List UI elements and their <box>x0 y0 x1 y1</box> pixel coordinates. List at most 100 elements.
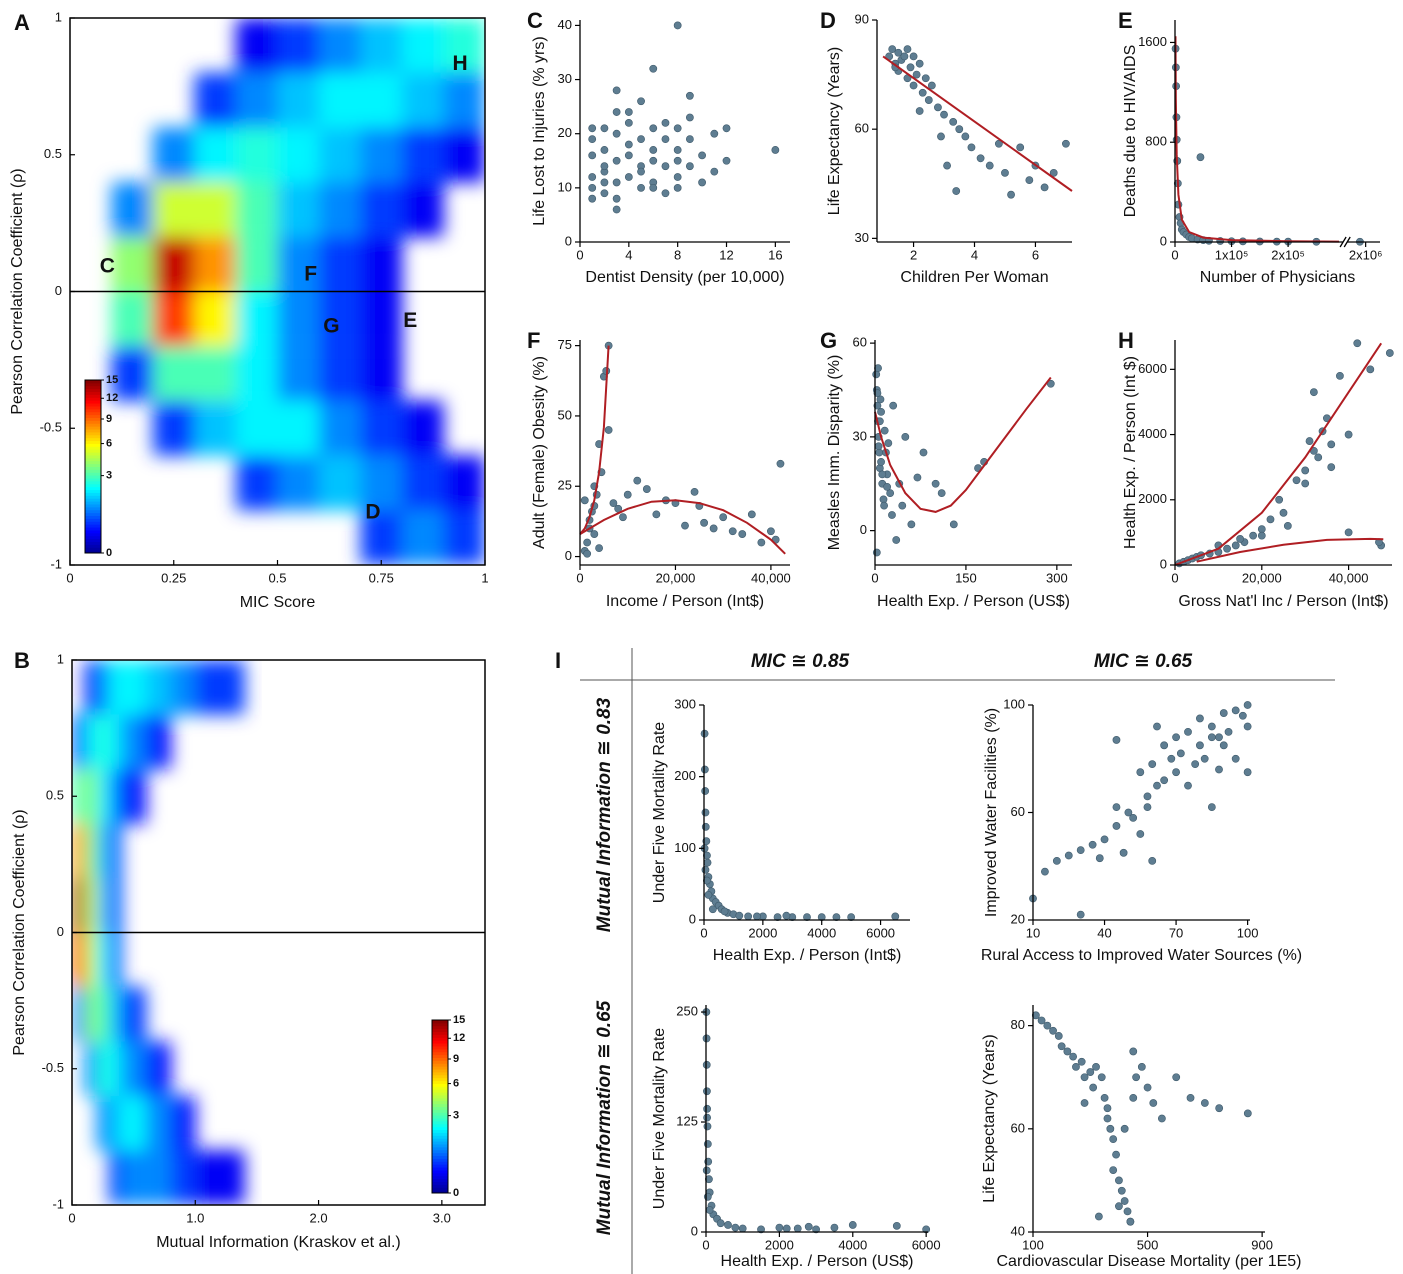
colorbar-segment <box>432 1040 448 1044</box>
x-tick-label: 0 <box>576 570 583 585</box>
density-cell <box>121 660 146 715</box>
density-cell <box>112 127 154 182</box>
point <box>880 501 888 510</box>
density-cell <box>443 72 485 128</box>
x-axis-title: Cardiovascular Disease Mortality (per 1E… <box>997 1253 1302 1270</box>
colorbar-tick-label: 15 <box>453 1014 465 1026</box>
density-cell <box>170 660 196 715</box>
point <box>624 108 633 116</box>
density-cell <box>145 714 171 769</box>
density-cell <box>195 1042 244 1097</box>
y-tick-label: 0 <box>57 924 64 939</box>
density-cell <box>194 182 236 237</box>
x-tick-label: 0 <box>700 925 707 940</box>
density-cell <box>360 236 402 292</box>
colorbar-segment <box>85 524 101 528</box>
y-tick-label: 0 <box>691 1223 698 1238</box>
point <box>1054 1032 1063 1040</box>
point <box>878 470 887 479</box>
colorbar-segment <box>432 1161 448 1165</box>
colorbar-segment <box>432 1080 448 1084</box>
panel-label: F <box>527 328 540 353</box>
x-axis-title: Number of Physicians <box>1200 269 1356 286</box>
point <box>1196 741 1204 750</box>
point <box>698 151 706 160</box>
point <box>1143 803 1152 812</box>
x-tick-label: 2x10⁶ <box>1349 247 1383 262</box>
point <box>1112 822 1121 830</box>
y-tick-label: 75 <box>558 337 572 352</box>
point <box>701 865 710 874</box>
colorbar-segment <box>85 417 101 421</box>
colorbar-segment <box>432 1097 448 1102</box>
point <box>915 107 924 115</box>
fit-line <box>874 376 1052 513</box>
colorbar-segment <box>432 1103 448 1107</box>
point <box>588 124 597 133</box>
colorbar-tick-label: 3 <box>453 1110 459 1122</box>
density-cell <box>194 72 236 128</box>
colorbar-segment <box>85 423 101 427</box>
point <box>744 912 753 921</box>
colorbar-segment <box>432 1045 448 1050</box>
point <box>1097 1073 1106 1082</box>
colorbar-segment <box>85 446 101 450</box>
point <box>1249 531 1258 540</box>
x-tick-label: 1.0 <box>186 1210 204 1225</box>
density-cell <box>111 182 153 237</box>
colorbar-segment <box>85 503 101 508</box>
colorbar-segment <box>432 1077 448 1082</box>
point <box>690 487 699 496</box>
x-tick-label: 4 <box>971 247 978 262</box>
density-layer <box>111 18 485 565</box>
x-axis-title: MIC Score <box>240 594 316 611</box>
point <box>1120 1197 1129 1205</box>
colorbar-segment <box>432 1094 448 1099</box>
point <box>1129 1047 1138 1056</box>
point <box>1279 508 1288 517</box>
point <box>1117 1186 1126 1195</box>
colorbar-segment <box>85 512 101 517</box>
point <box>782 911 791 920</box>
point <box>580 496 589 505</box>
colorbar-segment <box>85 486 101 491</box>
row-header: Mutual Information ≅ 0.65 <box>594 1000 615 1235</box>
y-tick-label: 800 <box>1145 134 1167 149</box>
density-cell <box>146 933 171 988</box>
colorbar-segment <box>85 426 101 430</box>
point <box>590 530 599 538</box>
y-tick-label: 0 <box>565 548 572 563</box>
point <box>1243 1109 1252 1118</box>
x-tick-label: 1x10⁵ <box>1215 247 1249 262</box>
y-tick-label: 250 <box>676 1003 698 1018</box>
point <box>949 520 958 529</box>
point <box>685 91 694 100</box>
point <box>705 1206 714 1214</box>
point <box>623 490 632 499</box>
density-cell <box>72 1151 84 1206</box>
colorbar-segment <box>85 440 101 444</box>
y-tick-label: 1 <box>55 9 62 24</box>
colorbar-segment <box>85 420 101 424</box>
colorbar-segment <box>85 431 101 436</box>
point <box>1037 1016 1046 1025</box>
density-cell <box>146 769 171 824</box>
point <box>600 162 609 171</box>
x-tick-label: 0 <box>68 1210 75 1225</box>
density-cell <box>319 18 361 73</box>
colorbar-segment <box>85 509 101 514</box>
colorbar-segment <box>432 1043 448 1047</box>
point <box>1077 1057 1086 1066</box>
colorbar-segment <box>85 411 101 416</box>
x-axis-title: Health Exp. / Person (US$) <box>721 1253 914 1270</box>
density-blur <box>72 660 245 1205</box>
point <box>1200 754 1209 763</box>
point <box>1001 168 1009 177</box>
colorbar-segment <box>85 483 101 488</box>
density-cell <box>443 455 485 511</box>
density-cell <box>153 73 195 128</box>
panel-label: A <box>14 10 30 35</box>
colorbar-segment <box>432 1054 448 1058</box>
point <box>913 473 922 482</box>
colorbar-frame <box>84 379 102 554</box>
